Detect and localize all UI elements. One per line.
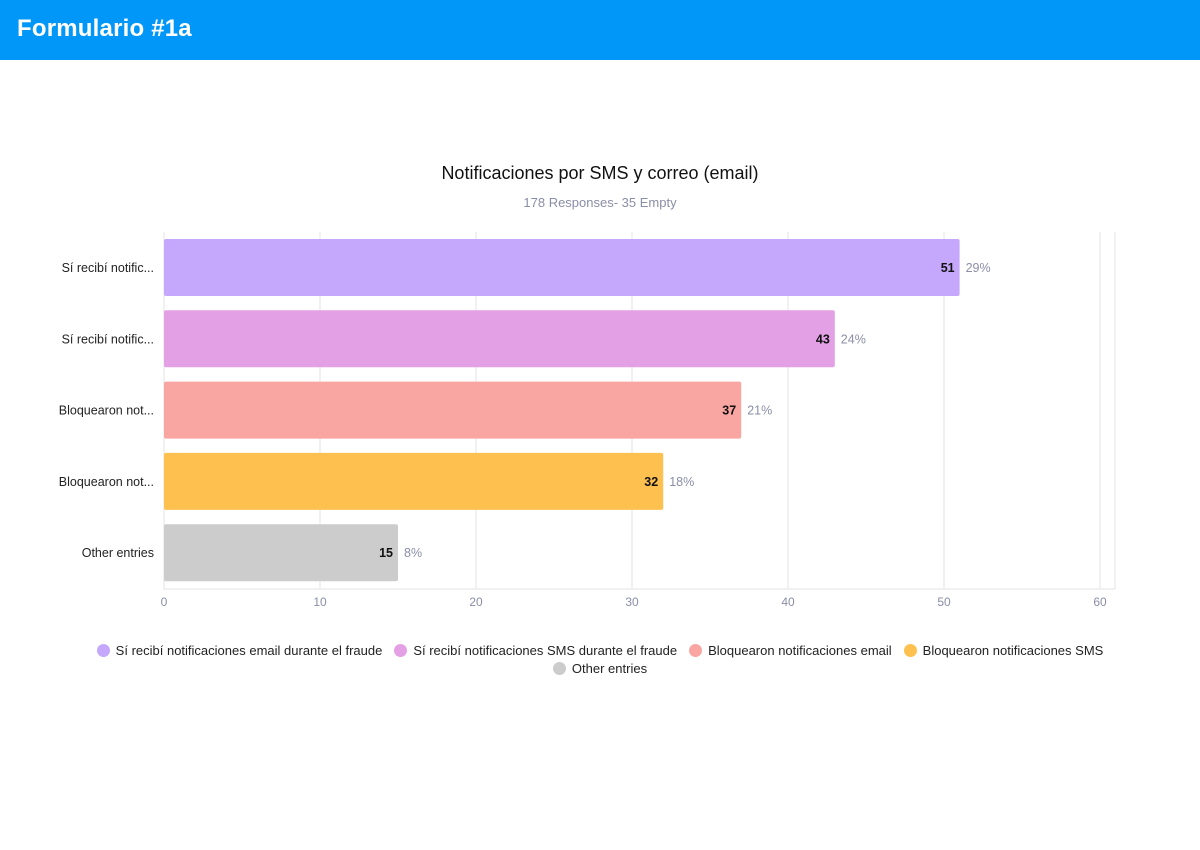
bar-value-label: 15 (379, 546, 393, 560)
bar-percentage-label: 21% (747, 404, 772, 418)
legend-item[interactable]: Bloquearon notificaciones SMS (903, 642, 1104, 658)
bar-value-label: 32 (644, 475, 658, 489)
app-header: Formulario #1a (0, 0, 1200, 60)
bar-percentage-label: 24% (841, 332, 866, 346)
chart-subtitle: 178 Responses- 35 Empty (523, 195, 677, 210)
x-tick-label: 60 (1093, 595, 1107, 609)
page-title: Formulario #1a (17, 15, 192, 42)
legend-swatch (903, 643, 917, 657)
legend-label: Sí recibí notificaciones SMS durante el … (413, 642, 678, 658)
x-tick-label: 40 (781, 595, 795, 609)
legend-label: Bloquearon notificaciones email (708, 642, 892, 658)
bar-value-label: 51 (941, 261, 955, 275)
category-label: Other entries (82, 546, 154, 560)
legend-swatch (552, 661, 566, 675)
x-tick-label: 10 (313, 595, 327, 609)
chart-legend: Sí recibí notificaciones email durante e… (60, 642, 1140, 676)
legend-label: Bloquearon notificaciones SMS (922, 642, 1104, 658)
x-tick-label: 50 (937, 595, 951, 609)
legend-label: Sí recibí notificaciones email durante e… (115, 642, 383, 658)
legend-item[interactable]: Sí recibí notificaciones SMS durante el … (394, 642, 677, 658)
legend-swatch (689, 643, 703, 657)
legend-swatch (394, 643, 408, 657)
bar-percentage-label: 18% (669, 475, 694, 489)
legend-label: Other entries (571, 660, 648, 676)
category-label: Bloquearon not... (59, 404, 154, 418)
bar (164, 524, 398, 582)
category-label: Sí recibí notific... (62, 261, 154, 275)
bar (164, 239, 960, 296)
legend-item[interactable]: Other entries (552, 660, 648, 676)
category-label: Bloquearon not... (59, 475, 154, 489)
legend-swatch (96, 643, 110, 657)
bar-percentage-label: 8% (404, 546, 422, 560)
chart-title: Notificaciones por SMS y correo (email) (441, 163, 759, 183)
legend-item[interactable]: Bloquearon notificaciones email (689, 642, 892, 658)
x-tick-label: 30 (625, 595, 639, 609)
x-tick-label: 0 (161, 595, 168, 609)
legend-item[interactable]: Sí recibí notificaciones email durante e… (96, 642, 383, 658)
bar-value-label: 37 (722, 404, 736, 418)
bar (164, 310, 835, 368)
bar-percentage-label: 29% (966, 261, 991, 275)
x-tick-label: 20 (469, 595, 483, 609)
category-label: Sí recibí notific... (62, 332, 154, 346)
bar (164, 452, 664, 510)
bar (164, 381, 742, 439)
bar-value-label: 43 (816, 332, 830, 346)
